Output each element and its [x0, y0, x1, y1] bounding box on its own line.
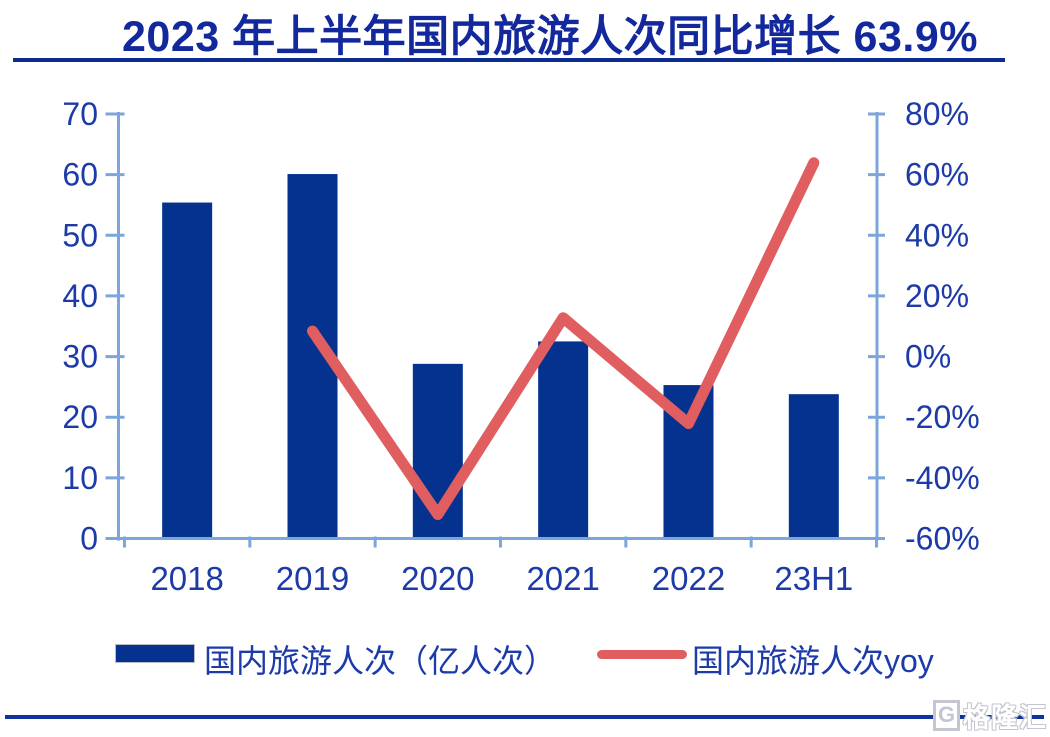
gelonghui-watermark: G 格隆汇 [933, 696, 1047, 734]
right-axis-tick-label: 0% [905, 339, 951, 375]
legend-line-label: 国内旅游人次yoy [692, 643, 934, 679]
left-axis-tick-label: 20 [62, 399, 98, 435]
right-axis-tick-label: -20% [905, 399, 980, 435]
x-category-label: 23H1 [774, 560, 853, 597]
bar-2021 [538, 341, 589, 540]
left-axis-tick-label: 40 [62, 278, 98, 314]
chart-title: 2023 年上半年国内旅游人次同比增长 63.9% [122, 13, 978, 61]
title-underline [13, 58, 1005, 62]
right-axis-tick-label: 60% [905, 157, 969, 193]
left-axis-tick-label: 60 [62, 157, 98, 193]
x-category-label: 2018 [150, 560, 223, 597]
yoy-line [306, 157, 820, 521]
right-axis-tick-label: -40% [905, 460, 980, 496]
bar-2018 [162, 202, 213, 540]
legend-bar-swatch [115, 644, 195, 663]
right-axis-tick-label: 20% [905, 278, 969, 314]
x-category-label: 2022 [652, 560, 725, 597]
left-axis-tick-label: 0 [80, 521, 98, 557]
x-category-label: 2019 [276, 560, 349, 597]
bar-23H1 [788, 394, 839, 540]
left-axis-tick-label: 10 [62, 460, 98, 496]
legend-line-swatch [597, 650, 687, 659]
right-axis-tick-label: 40% [905, 217, 969, 253]
gelonghui-watermark-text: 格隆汇 [963, 702, 1047, 733]
gelonghui-logo-icon: G [933, 699, 960, 731]
x-category-label: 2021 [526, 560, 599, 597]
x-category-label: 2020 [401, 560, 474, 597]
right-axis-tick-label: -60% [905, 521, 980, 557]
left-axis-tick-label: 70 [62, 96, 98, 132]
bottom-rule [5, 715, 1044, 719]
right-axis-tick-label: 80% [905, 96, 969, 132]
left-axis-tick-label: 30 [62, 339, 98, 375]
left-axis-tick-label: 50 [62, 217, 98, 253]
legend-bar-label: 国内旅游人次（亿人次） [204, 643, 557, 679]
